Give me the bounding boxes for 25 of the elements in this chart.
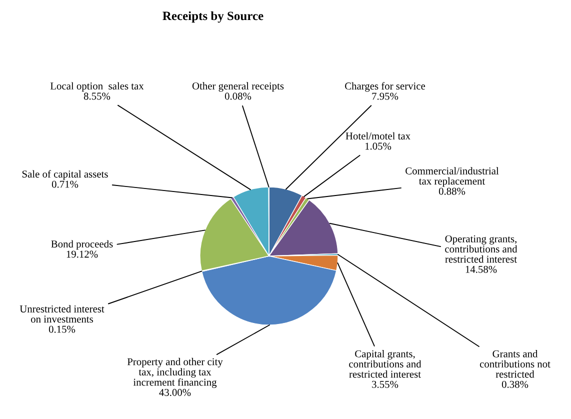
slice-label: Bond proceeds	[51, 240, 113, 250]
data-label: 8.55%	[84, 92, 110, 100]
chart-title: Receipts by Source	[162, 11, 264, 23]
slice-label: Unrestricted interest on investments	[20, 305, 104, 323]
slice-label: Other general receipts	[192, 82, 284, 92]
slice-label: Sale of capital assets	[22, 170, 108, 180]
data-label: 0.71%	[52, 180, 78, 188]
slice-label: Commercial/industrial tax replacement	[406, 167, 499, 187]
data-label: 19.12%	[66, 250, 98, 258]
slice-label: Grants and contributions not restricted	[480, 350, 550, 378]
data-label: 0.38%	[502, 380, 528, 388]
data-label: 43.00%	[159, 388, 191, 396]
data-label: 1.05%	[365, 142, 392, 150]
slice-label: Property and other city tax, including tax increment financing	[127, 358, 223, 388]
slice-label: Local option sales tax	[50, 82, 144, 92]
data-label: 14.58%	[466, 266, 497, 273]
data-label: 0.88%	[438, 188, 466, 195]
data-label: 7.95%	[372, 92, 398, 100]
slice-label: Operating grants, contributions and restricted interest	[445, 235, 518, 263]
data-label: 3.55%	[372, 380, 398, 388]
slice-label: Hotel/motel tax	[346, 132, 410, 140]
slice-label: Charges for service	[345, 82, 426, 92]
data-label: 0.08%	[224, 92, 252, 100]
slice-label: Capital grants, contributions and restricted interest	[349, 350, 422, 378]
data-label: 0.15%	[48, 326, 76, 333]
